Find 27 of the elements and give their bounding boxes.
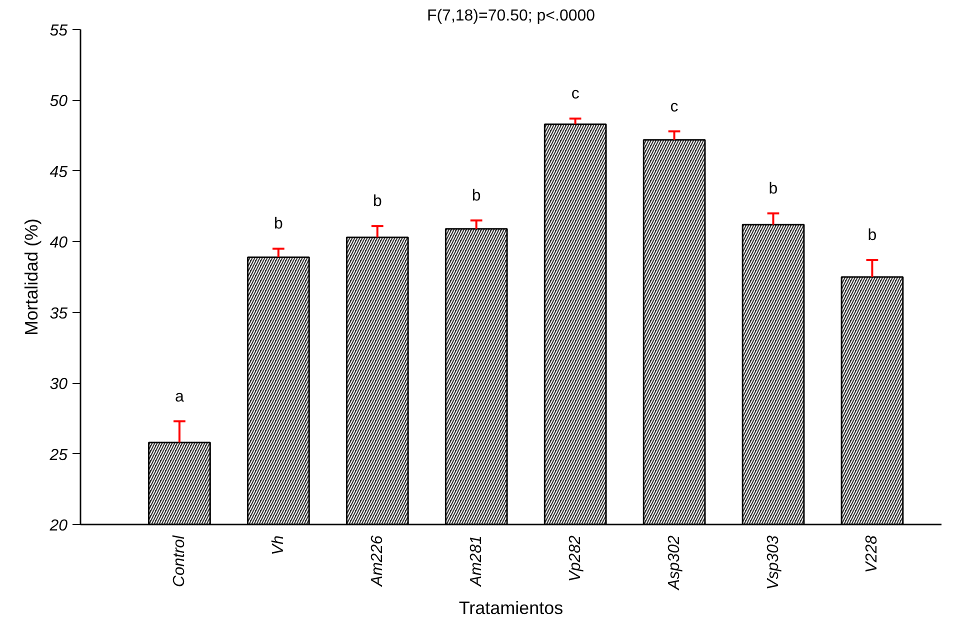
x-tick-label: Vsp303: [764, 535, 782, 590]
x-tick-label: Asp302: [666, 535, 683, 591]
y-tick-label: 25: [48, 446, 68, 464]
annotation: b: [372, 193, 382, 210]
y-tick-label: 35: [50, 305, 68, 322]
x-tick-label: Vh: [270, 535, 287, 556]
annotation: b: [472, 187, 481, 204]
annotation: b: [868, 227, 877, 244]
annotation: b: [274, 216, 283, 233]
annotation: c: [670, 98, 678, 116]
x-axis-title: Tratamientos: [458, 598, 564, 618]
y-tick-label: 55: [50, 22, 68, 40]
y-axis-title: Mortalidad (%): [22, 218, 42, 336]
y-tick-label: 20: [48, 518, 68, 534]
y-tick-label: 45: [50, 164, 68, 181]
annotation: b: [768, 180, 778, 198]
x-tick-label: Vp282: [566, 535, 584, 582]
y-tick-label: 50: [50, 93, 68, 110]
x-tick-label: Control: [170, 535, 188, 588]
x-tick-label: V228: [864, 535, 881, 573]
y-tick-label: 40: [50, 234, 68, 252]
annotation: c: [571, 86, 580, 103]
annotation: a: [175, 388, 184, 406]
y-tick-label: 30: [50, 376, 68, 394]
chart-title: F(7,18)=70.50; p<.0000: [426, 8, 596, 24]
x-tick-label: Am226: [368, 535, 386, 588]
x-tick-label: Am281: [468, 535, 485, 588]
